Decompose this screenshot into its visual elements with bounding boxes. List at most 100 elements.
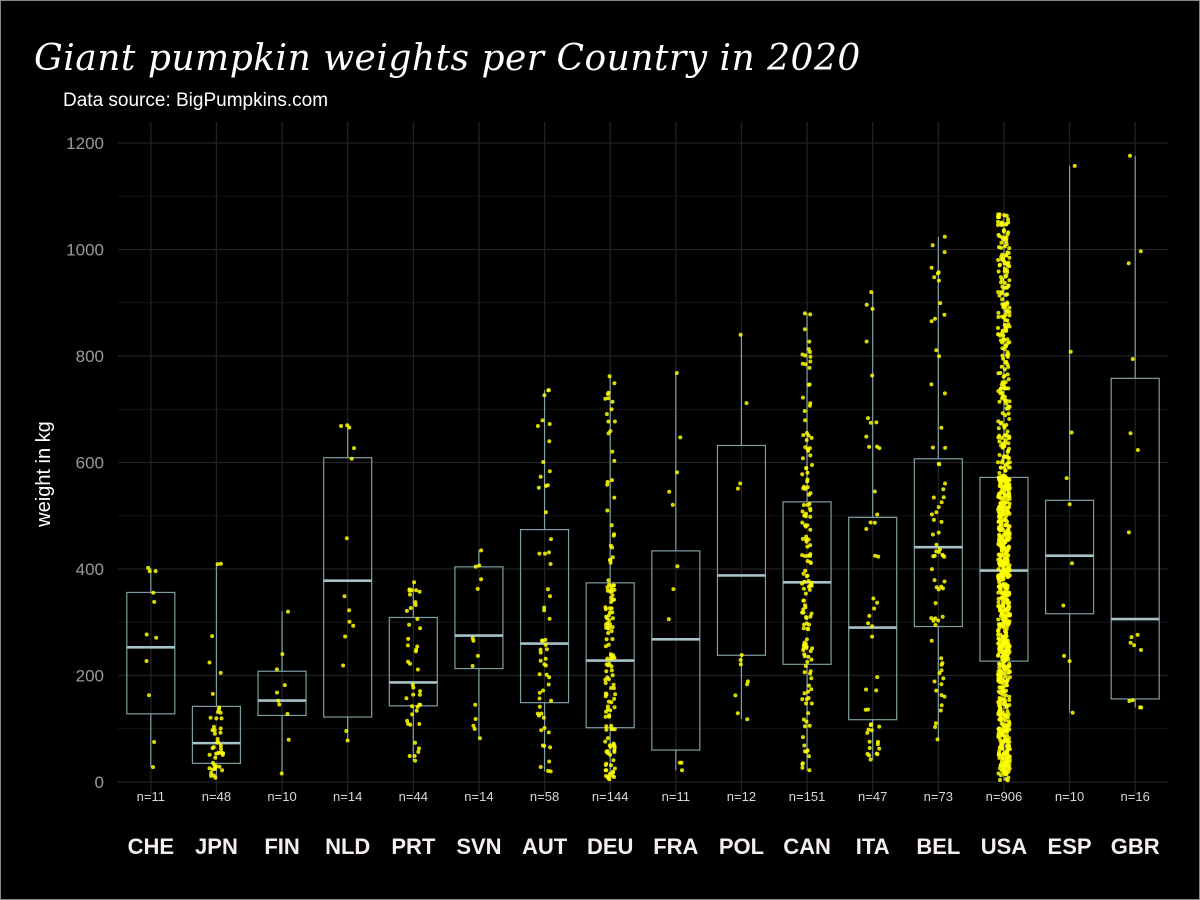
data-point [606,396,611,401]
data-point [804,616,809,621]
data-point [1004,630,1009,635]
data-point [211,745,216,750]
data-point [412,754,417,758]
data-point [939,519,944,524]
data-point [1130,357,1135,361]
count-label: n=58 [530,789,559,804]
chart-subtitle: Data source: BigPumpkins.com [63,90,329,111]
data-point [604,412,609,417]
data-point [1002,261,1007,266]
data-point [864,434,869,439]
data-point [1000,732,1005,737]
data-point [603,739,608,744]
data-point [1003,674,1008,679]
data-point [1003,550,1008,555]
data-point [876,554,881,559]
data-point [1006,322,1011,327]
data-point [607,606,612,611]
data-point [541,460,546,464]
data-point [997,514,1001,519]
data-point [1130,698,1135,703]
data-point [800,765,805,770]
data-point [213,755,218,760]
data-point [934,510,939,515]
data-point [547,675,552,680]
data-point [1003,693,1008,698]
data-point [808,514,813,519]
box-gbr [1110,377,1160,700]
data-point [806,696,811,700]
data-point [1004,777,1009,782]
data-point [998,773,1003,778]
data-point [541,715,546,720]
data-point [214,751,219,756]
data-point [276,698,281,703]
count-label: n=11 [137,789,165,804]
data-point [547,550,551,555]
data-point [807,723,812,728]
data-point [1126,261,1131,266]
data-point [807,587,812,592]
data-point [277,702,282,707]
data-point [936,530,941,535]
data-point [996,290,1001,294]
data-point [929,638,934,643]
data-point [1000,755,1005,760]
data-point [1007,721,1012,725]
data-point [407,754,412,758]
data-point [808,553,813,558]
data-point [1007,703,1012,707]
data-point [804,574,809,579]
data-point [1007,340,1012,345]
data-point [1004,328,1009,333]
data-point [415,617,420,621]
data-point [996,475,1001,480]
data-point [1005,590,1010,595]
data-point [207,752,212,757]
data-point [996,600,1001,605]
data-point [1005,300,1010,305]
data-point [802,670,807,675]
count-label: n=16 [1121,789,1150,804]
data-point [807,584,811,589]
data-point [809,580,814,585]
data-point [604,727,609,732]
data-point [1070,710,1075,715]
data-point [414,708,419,713]
data-point [611,758,616,763]
data-point [870,624,875,629]
data-point [351,623,356,628]
data-point [546,682,551,687]
data-point [800,456,805,461]
data-point [804,534,809,539]
data-point [548,745,553,750]
data-point [612,727,617,732]
data-point [151,590,156,595]
data-point [1002,394,1007,399]
x-tick-label: FRA [653,834,698,859]
data-point [547,469,552,474]
data-point [995,628,1000,633]
data-point [999,583,1004,588]
data-point [807,754,811,759]
data-point [803,605,808,610]
data-point [603,644,608,649]
data-point [1004,292,1009,297]
data-point [477,563,482,568]
y-axis-label: weight in kg [33,421,55,528]
data-point [215,737,220,741]
data-point [606,419,611,424]
data-point [932,578,937,583]
data-point [996,426,1001,431]
data-point [1004,432,1009,437]
data-point [998,465,1003,470]
data-point [1070,561,1074,566]
data-point [610,478,614,483]
data-point [868,520,873,525]
data-point [1006,565,1011,570]
data-point [869,728,874,733]
data-point [803,353,808,358]
data-point [418,626,423,631]
data-point [538,474,543,479]
data-point [537,690,542,695]
